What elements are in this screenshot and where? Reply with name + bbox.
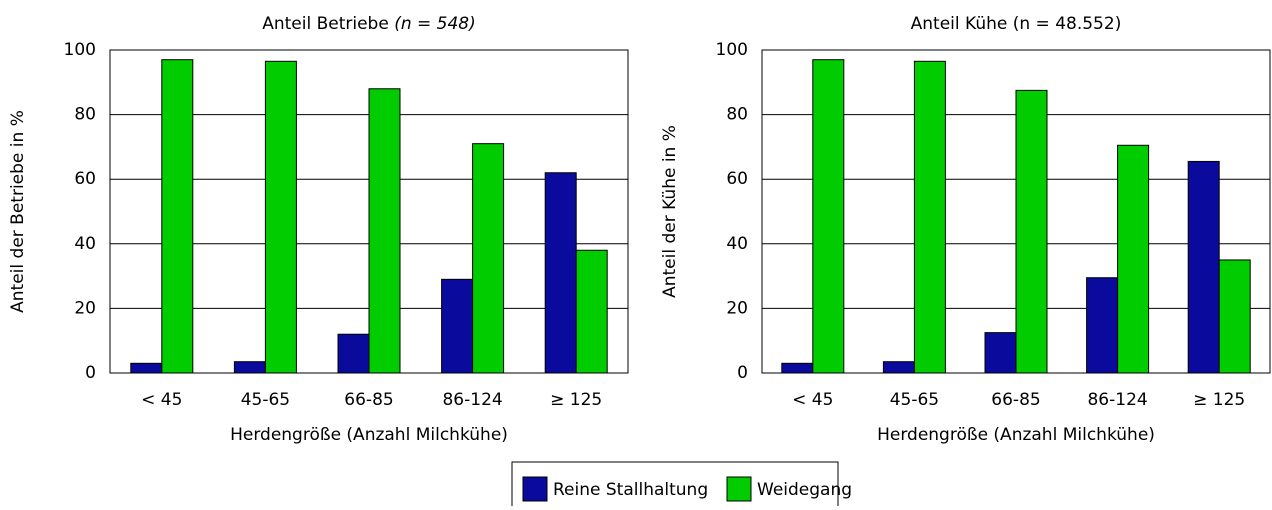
chart-title: Anteil Kühe (n = 48.552): [911, 14, 1122, 34]
y-tick-label: 20: [74, 298, 96, 318]
bar: [1015, 89, 1048, 374]
bar: [472, 143, 505, 374]
x-tick-label: 45-65: [241, 390, 290, 410]
y-axis-label: Anteil der Betriebe in %: [8, 110, 28, 313]
x-tick-label: < 45: [141, 390, 182, 410]
bar: [1086, 277, 1119, 374]
legend-swatch: [726, 476, 752, 502]
bar: [575, 249, 608, 374]
bar: [337, 333, 370, 374]
title-text: Anteil Kühe (n = 48.552): [911, 14, 1122, 34]
y-axis-label: Anteil der Kühe in %: [660, 125, 680, 298]
bar: [913, 60, 946, 374]
y-tick-label: 20: [726, 298, 748, 318]
bar: [130, 362, 163, 374]
x-tick-label: 66-85: [344, 390, 393, 410]
title-text: Anteil Betriebe: [262, 14, 389, 34]
legend-swatch: [522, 476, 548, 502]
bar: [1218, 259, 1251, 374]
legend-label: Weidegang: [757, 480, 852, 500]
x-tick-label: < 45: [792, 390, 833, 410]
bar: [161, 59, 194, 374]
bar: [264, 60, 297, 374]
bar: [1187, 160, 1220, 374]
bar: [544, 172, 577, 374]
x-axis-label: Herdengröße (Anzahl Milchkühe): [877, 425, 1155, 445]
y-tick-label: 40: [726, 234, 748, 254]
bar: [812, 59, 845, 374]
chart-title: Anteil Betriebe (n = 548): [262, 14, 476, 34]
x-tick-label: 86-124: [1087, 390, 1147, 410]
x-tick-label: 66-85: [991, 390, 1040, 410]
x-tick-label: 45-65: [890, 390, 939, 410]
y-tick-label: 40: [74, 234, 96, 254]
y-tick-label: 100: [716, 40, 748, 60]
plot-frame: [109, 49, 629, 374]
x-axis-label: Herdengröße (Anzahl Milchkühe): [230, 425, 508, 445]
bar: [882, 361, 915, 374]
legend-label: Reine Stallhaltung: [553, 480, 708, 500]
bar: [1117, 144, 1150, 374]
title-note: (n = 548): [394, 14, 476, 34]
y-tick-label: 80: [726, 105, 748, 125]
x-tick-label: ≥ 125: [550, 390, 602, 410]
x-tick-label: ≥ 125: [1193, 390, 1245, 410]
bar: [781, 362, 814, 374]
bar: [233, 361, 266, 374]
bar: [368, 88, 401, 374]
bar: [984, 332, 1017, 374]
y-tick-label: 0: [737, 363, 748, 383]
x-tick-label: 86-124: [442, 390, 502, 410]
y-tick-label: 100: [64, 40, 96, 60]
y-tick-label: 60: [726, 169, 748, 189]
plot-frame: [761, 49, 1271, 374]
legend-box: [511, 461, 839, 510]
bar: [441, 278, 474, 374]
y-tick-label: 0: [85, 363, 96, 383]
y-tick-label: 60: [74, 169, 96, 189]
y-tick-label: 80: [74, 105, 96, 125]
